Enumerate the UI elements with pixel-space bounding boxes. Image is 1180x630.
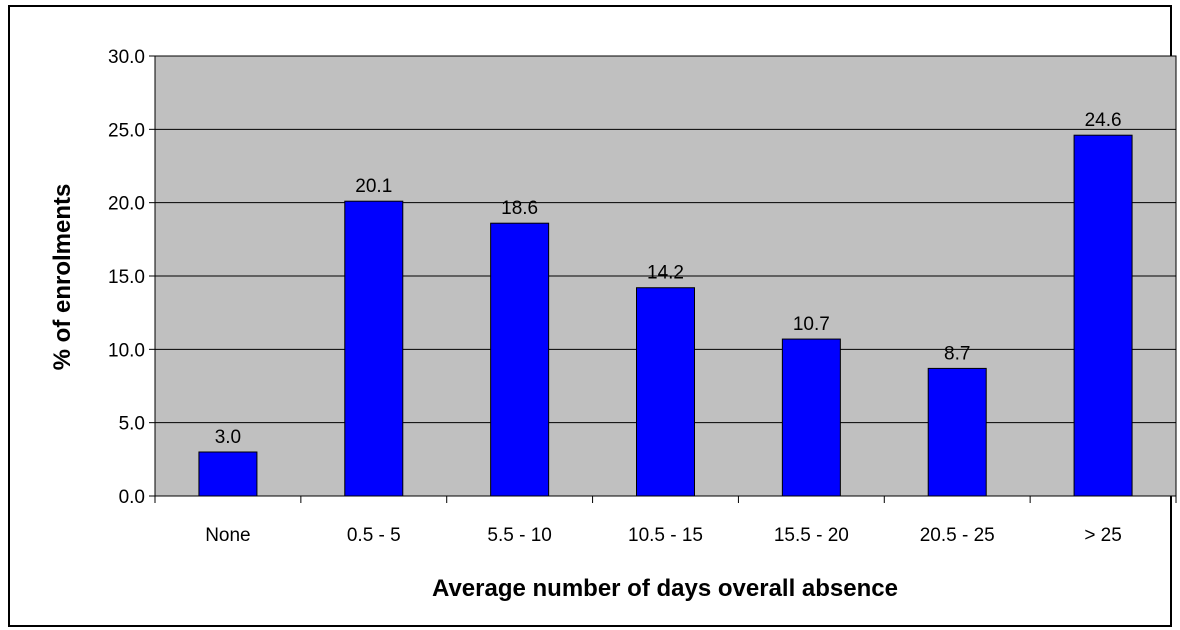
data-label: 20.1 [355, 176, 392, 197]
y-tick-label: 15.0 [108, 267, 145, 288]
y-tick-label: 10.0 [108, 340, 145, 361]
bar [636, 287, 695, 497]
data-label: 10.7 [793, 314, 830, 335]
bar [927, 367, 987, 497]
bar [781, 338, 841, 497]
data-label: 24.6 [1085, 110, 1122, 131]
y-axis-title: % of enrolments [49, 184, 76, 371]
y-tick-label: 0.0 [119, 487, 145, 508]
bar [344, 200, 404, 497]
bars [198, 134, 1133, 497]
y-tick-label: 20.0 [108, 194, 145, 215]
data-label: 8.7 [944, 343, 970, 364]
x-tick-label: None [205, 525, 250, 546]
x-tick-label: > 25 [1084, 525, 1122, 546]
y-tick-label: 30.0 [108, 47, 145, 68]
bar [198, 451, 258, 497]
bar [1073, 134, 1133, 497]
data-labels: 3.0 20.1 18.6 14.2 10.7 8.7 24.6 [215, 110, 1122, 448]
y-axis-ticks: 0.0 5.0 10.0 15.0 20.0 25.0 30.0 [108, 47, 155, 508]
x-tick-label: 5.5 - 10 [487, 525, 551, 546]
x-tick-label: 0.5 - 5 [347, 525, 401, 546]
x-axis-title: Average number of days overall absence [432, 575, 898, 602]
data-label: 14.2 [647, 263, 684, 284]
x-tick-label: 15.5 - 20 [774, 525, 849, 546]
bar [490, 222, 550, 497]
y-tick-label: 25.0 [108, 120, 145, 141]
data-label: 3.0 [215, 427, 241, 448]
x-tick-label: 10.5 - 15 [628, 525, 703, 546]
y-tick-label: 5.0 [119, 414, 145, 435]
data-label: 18.6 [501, 198, 538, 219]
x-tick-label: 20.5 - 25 [920, 525, 995, 546]
x-axis-ticks: None 0.5 - 5 5.5 - 10 10.5 - 15 15.5 - 20 20.… [154, 496, 1177, 546]
